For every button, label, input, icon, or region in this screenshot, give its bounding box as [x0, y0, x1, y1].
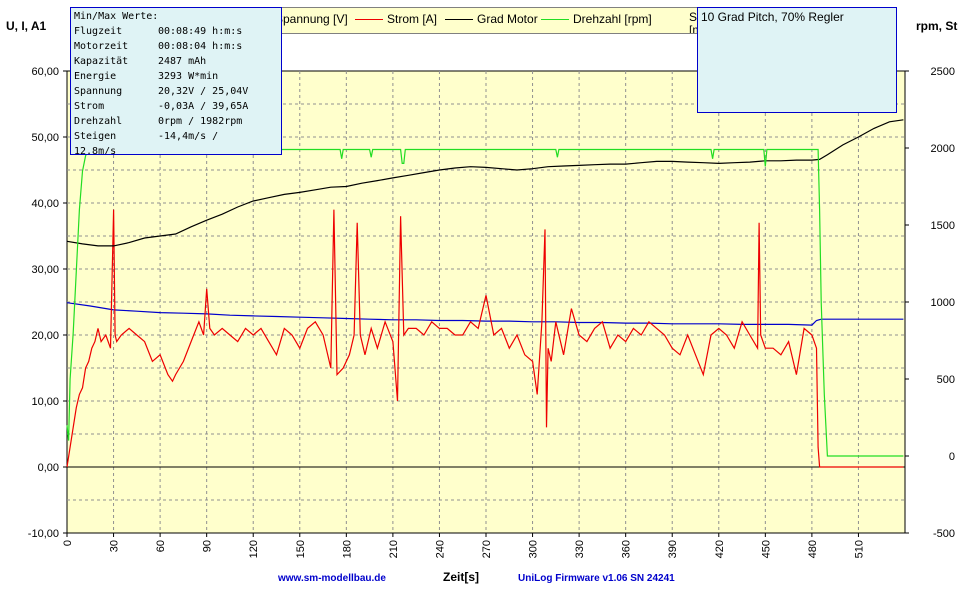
infobox-row: Steigen -14,4m/s / [74, 129, 278, 144]
y-tick-label-left: 10,00 [31, 396, 59, 408]
infobox-value: 3293 W*min [158, 71, 219, 82]
x-tick-label: 90 [202, 540, 214, 552]
series-line-1 [66, 209, 904, 468]
y-tick-label-left: 20,00 [31, 330, 59, 342]
y-tick-label-left: 60,00 [31, 66, 59, 78]
x-tick-label: 510 [853, 540, 865, 558]
legend: Spannung [V] Strom [A] Grad Motor Drehza… [238, 7, 772, 34]
legend-swatch [445, 19, 473, 21]
x-tick-label: 360 [621, 540, 633, 558]
note-text: 10 Grad Pitch, 70% Regler [701, 10, 844, 24]
infobox-row: Energie 3293 W*min [74, 69, 278, 84]
minmax-infobox: Min/Max Werte: Flugzeit 00:08:49 h:m:s Mo… [70, 7, 282, 155]
infobox-row: Motorzeit 00:08:04 h:m:s [74, 39, 278, 54]
infobox-key: Drehzahl [74, 116, 123, 127]
series-line-2 [66, 119, 904, 247]
footer-firmware: UniLog Firmware v1.06 SN 24241 [518, 573, 675, 584]
note-box: 10 Grad Pitch, 70% Regler [697, 7, 897, 113]
x-tick-label: 60 [155, 540, 167, 552]
x-axis-title: Zeit[s] [443, 570, 479, 584]
y-tick-label-left: 50,00 [31, 132, 59, 144]
infobox-key: Motorzeit [74, 41, 129, 52]
infobox-row: Strom -0,03A / 39,65A [74, 99, 278, 114]
x-tick-label: 180 [341, 540, 353, 558]
y-tick-label-left: -10,00 [28, 528, 59, 540]
infobox-value: 00:08:49 h:m:s [158, 26, 243, 37]
y-tick-label-right: 1000 [931, 297, 955, 309]
x-tick-label: 330 [574, 540, 586, 558]
infobox-key: Energie [74, 71, 117, 82]
x-tick-label: 390 [667, 540, 679, 558]
infobox-value: 0rpm / 1982rpm [158, 116, 243, 127]
y-axis-right-title: rpm, St [916, 19, 957, 33]
x-tick-label: 30 [109, 540, 121, 552]
y-tick-label-right: 2500 [931, 66, 955, 78]
legend-item-grad-motor: Grad Motor [445, 12, 538, 26]
infobox-row: Spannung 20,32V / 25,04V [74, 84, 278, 99]
infobox-value: -14,4m/s / [158, 131, 219, 142]
infobox-key: Kapazität [74, 56, 129, 67]
infobox-row: Drehzahl 0rpm / 1982rpm [74, 114, 278, 129]
legend-label: Spannung [V] [275, 12, 348, 26]
x-tick-label: 120 [248, 540, 260, 558]
x-tick-label: 450 [760, 540, 772, 558]
x-tick-label: 210 [388, 540, 400, 558]
infobox-row-last: 12,8m/s [74, 146, 117, 155]
legend-swatch [541, 19, 569, 21]
legend-label: Grad Motor [477, 12, 538, 26]
series-line-0 [66, 302, 904, 326]
infobox-value: 00:08:04 h:m:s [158, 41, 243, 52]
y-tick-label-left: 40,00 [31, 198, 59, 210]
infobox-value: 20,32V / 25,04V [158, 86, 249, 97]
y-tick-label-right: -500 [933, 528, 955, 540]
y-axis-left-title: U, I, A1 [6, 19, 47, 33]
infobox-row: Flugzeit 00:08:49 h:m:s [74, 24, 278, 39]
legend-label: Strom [A] [387, 12, 438, 26]
infobox-key: Spannung [74, 86, 123, 97]
x-tick-label: 300 [528, 540, 540, 558]
infobox-value: 2487 mAh [158, 56, 207, 67]
x-tick-label: 270 [481, 540, 493, 558]
infobox-key: Steigen [74, 131, 117, 142]
x-tick-label: 420 [714, 540, 726, 558]
y-tick-label-right: 500 [937, 374, 955, 386]
y-tick-label-right: 2000 [931, 143, 955, 155]
y-tick-label-right: 0 [949, 451, 955, 463]
infobox-row: Kapazität 2487 mAh [74, 54, 278, 69]
y-tick-label-left: 0,00 [38, 462, 59, 474]
infobox-value: -0,03A / 39,65A [158, 101, 249, 112]
legend-swatch [355, 19, 383, 21]
x-tick-label: 480 [807, 540, 819, 558]
x-tick-label: 150 [295, 540, 307, 558]
y-tick-label-right: 1500 [931, 220, 955, 232]
y-tick-label-left: 30,00 [31, 264, 59, 276]
legend-item-drehzahl: Drehzahl [rpm] [541, 12, 652, 26]
infobox-key: Strom [74, 101, 105, 112]
infobox-key: Flugzeit [74, 26, 123, 37]
legend-label: Drehzahl [rpm] [573, 12, 652, 26]
legend-item-strom: Strom [A] [355, 12, 437, 26]
footer-website: www.sm-modellbau.de [277, 573, 386, 584]
x-tick-label: 240 [434, 540, 446, 558]
x-tick-label: 0 [62, 540, 74, 546]
ticks-group: -10,00 0,00 10,00 20,00 30,00 40,00 50,00 60,00… [28, 66, 955, 558]
infobox-title: Min/Max Werte: [74, 11, 159, 22]
